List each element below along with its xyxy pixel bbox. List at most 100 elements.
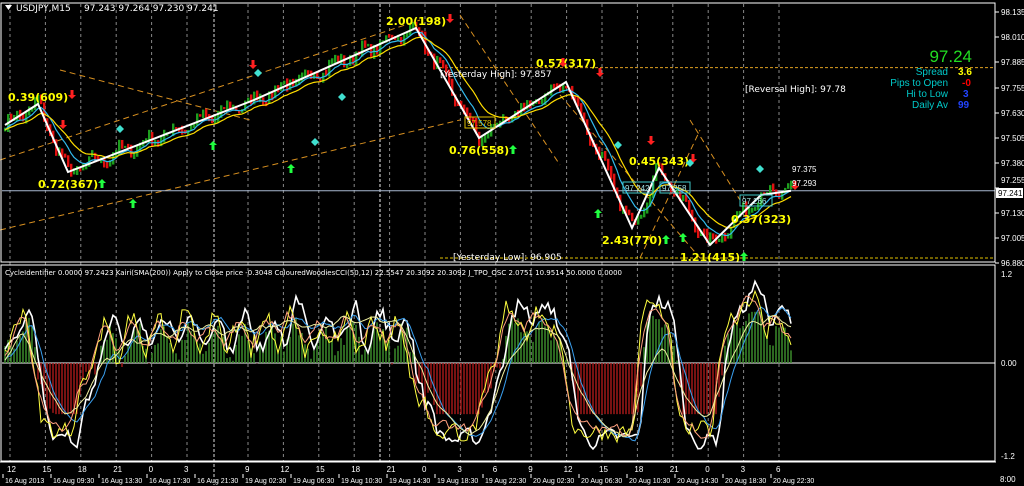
- bear-candle: [712, 233, 715, 240]
- hour-tick-label: 12: [7, 465, 16, 474]
- zigzag-label: 0.72(367): [38, 178, 98, 191]
- date-tick-label: 20 Aug 10:30: [629, 478, 670, 485]
- bear-candle: [628, 209, 631, 216]
- bear-candle: [778, 191, 781, 199]
- bull-candle: [349, 54, 352, 66]
- price-tick-label: 96.880: [1001, 259, 1024, 268]
- bear-candle: [205, 108, 208, 120]
- bear-candle: [325, 69, 328, 76]
- bull-candle: [748, 207, 751, 215]
- price-tick-label: 98.135: [1001, 8, 1024, 17]
- hour-tick-label: 0: [705, 465, 710, 474]
- price-tick-label: 97.885: [1001, 58, 1024, 67]
- bear-candle: [457, 101, 460, 107]
- bull-candle: [643, 207, 646, 218]
- bear-candle: [121, 139, 124, 149]
- hi-to-low-value: 3: [963, 89, 969, 100]
- bear-candle: [61, 148, 64, 159]
- bull-candle: [247, 97, 250, 104]
- bull-candle: [436, 55, 439, 70]
- zigzag-label: 0.39(609): [8, 91, 68, 104]
- bear-candle: [427, 49, 430, 56]
- zigzag-line: [4, 26, 792, 247]
- bull-candle: [334, 54, 337, 64]
- bear-candle: [79, 168, 82, 172]
- bull-candle: [295, 78, 298, 87]
- bull-candle: [709, 232, 712, 246]
- bull-candle: [220, 105, 223, 118]
- bear-candle: [94, 152, 97, 163]
- price-levels: [2, 67, 995, 259]
- ohlc-readout: 97.243 97.264 97.230 97.241: [84, 4, 219, 14]
- info-panel: 97.24 Spread 3.6 Pips to Open -0 Hi to L…: [890, 47, 972, 111]
- buy-arrow-icon: [740, 252, 748, 261]
- diamond-signal-icon: [311, 138, 319, 146]
- bull-candle: [253, 91, 256, 105]
- bull-candle: [340, 53, 343, 64]
- bear-candle: [691, 209, 694, 222]
- bear-candle: [616, 187, 619, 198]
- bear-candle: [574, 96, 577, 103]
- corner-label: 8:00: [1000, 475, 1016, 484]
- date-tick-label: 16 Aug 21:30: [197, 478, 238, 485]
- reversal-high-label: [Reversal High]: 97.78: [745, 85, 846, 95]
- zigzag-label: 2.43(770): [602, 234, 662, 247]
- date-tick-label: 19 Aug 06:30: [293, 478, 334, 485]
- sell-arrow-icon: [559, 58, 567, 67]
- price-tick-label: 97.755: [1001, 84, 1024, 93]
- price-box-3: 97.258: [659, 181, 691, 194]
- buy-arrow-icon: [594, 209, 602, 218]
- chart-menu-icon[interactable]: [5, 5, 12, 10]
- bull-candle: [355, 51, 358, 66]
- price-box-2: 97.242: [622, 181, 654, 194]
- zigzag: 0.39(609)0.72(367)2.00(198)0.76(558)0.57…: [4, 15, 792, 264]
- bull-candle: [16, 110, 19, 121]
- date-tick-label: 19 Aug 02:30: [245, 478, 286, 485]
- bull-candle: [406, 31, 409, 38]
- date-tick-label: 16 Aug 17:30: [149, 478, 190, 485]
- zigzag-label: 0.45(343): [629, 155, 689, 168]
- bear-candle: [697, 226, 700, 238]
- hour-tick-label: 9: [245, 465, 250, 474]
- bear-candle: [415, 21, 418, 31]
- hour-tick-label: 0: [422, 465, 427, 474]
- bull-candle: [217, 110, 220, 123]
- date-tick-label: 19 Aug 22:30: [485, 478, 526, 485]
- bull-candle: [769, 185, 772, 196]
- hour-tick-label: 21: [387, 465, 396, 474]
- diamond-signal-icon: [254, 69, 262, 77]
- bear-candle: [103, 157, 106, 168]
- bull-candle: [100, 157, 103, 164]
- bull-candle: [541, 98, 544, 105]
- svg-text:97.266: 97.266: [742, 197, 767, 206]
- bull-candle: [493, 123, 496, 129]
- bull-candle: [682, 194, 685, 202]
- buy-arrow-icon: [679, 233, 687, 242]
- bull-candle: [118, 139, 121, 155]
- current-price-tag: [996, 188, 1023, 198]
- diamond-signal-icon: [614, 141, 622, 149]
- sell-arrow-icon: [68, 90, 76, 99]
- date-tick-label: 16 Aug 2013: [5, 478, 44, 485]
- bear-candle: [466, 107, 469, 119]
- bear-candle: [67, 155, 70, 168]
- diamond-signal-icon: [686, 159, 694, 167]
- sell-arrow-icon: [596, 68, 604, 77]
- daily-av-value: 99: [958, 100, 970, 111]
- current-price-text: 97.241: [998, 189, 1023, 198]
- bear-candle: [370, 44, 373, 57]
- bear-candle: [97, 155, 100, 162]
- cycle-line: [4, 314, 792, 438]
- bear-candle: [505, 116, 508, 122]
- indicator-pane: [2, 279, 995, 451]
- date-tick-label: 19 Aug 10:30: [341, 478, 382, 485]
- bear-candle: [610, 165, 613, 180]
- price-tick-label: 97.130: [1001, 209, 1024, 218]
- bull-candle: [160, 136, 163, 147]
- bear-candle: [604, 150, 607, 161]
- bull-candle: [790, 180, 793, 190]
- bull-candle: [172, 123, 175, 137]
- diamond-signal-icon: [756, 165, 764, 173]
- bull-candle: [367, 43, 370, 47]
